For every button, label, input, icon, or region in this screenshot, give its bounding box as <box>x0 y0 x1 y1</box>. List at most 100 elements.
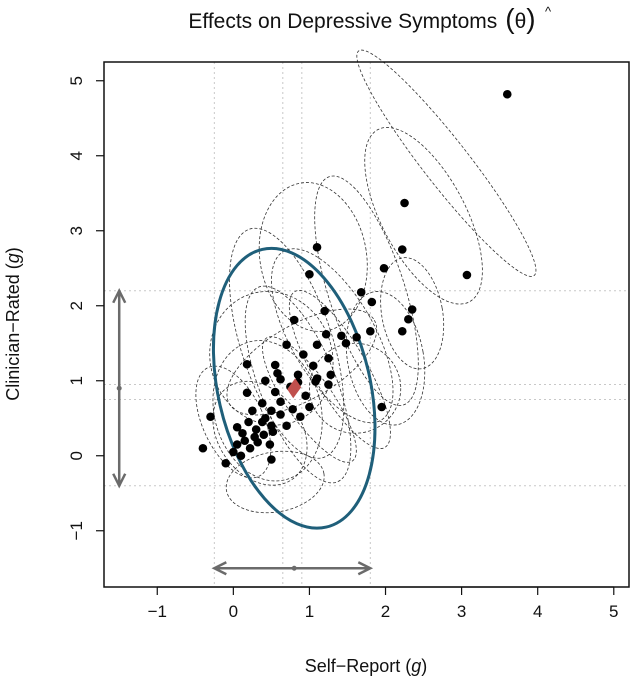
study-point-23 <box>308 361 318 371</box>
y-tick-label-4: 3 <box>67 226 86 235</box>
study-ellipse-3 <box>314 175 419 406</box>
study-point-53 <box>206 412 215 422</box>
self-report-arrow-left <box>211 561 227 576</box>
study-ellipse-1 <box>364 127 483 305</box>
self-report-arrow-right <box>357 561 374 576</box>
study-point-38 <box>305 402 314 412</box>
chart-title: Effects on Depressive Symptoms (θ) <box>188 3 535 34</box>
study-point-15 <box>352 332 361 342</box>
x-axis: −1 0 1 2 3 4 5 <box>148 586 619 621</box>
study-point-16 <box>337 331 346 341</box>
study-point-54 <box>240 436 250 446</box>
study-point-26 <box>326 370 336 380</box>
study-point-61 <box>267 455 276 464</box>
y-tick-label-6: 5 <box>67 76 86 85</box>
y-tick-label-1: 0 <box>67 451 86 460</box>
study-point-21 <box>299 350 308 359</box>
study-point-7 <box>407 305 417 314</box>
study-point-28 <box>293 370 303 380</box>
study-point-10 <box>367 297 377 307</box>
study-point-6 <box>462 270 472 280</box>
study-point-0 <box>502 89 512 99</box>
prediction-ellipse-group <box>211 246 377 530</box>
study-point-37 <box>257 398 267 408</box>
study-ellipse-6 <box>229 227 345 459</box>
study-point-25 <box>242 359 252 369</box>
study-point-3 <box>397 245 407 254</box>
pooled-estimate-group <box>287 378 302 399</box>
study-ellipse-8 <box>244 285 352 484</box>
study-point-18 <box>341 338 351 348</box>
y-axis-label: Clinician−Rated(g) <box>3 247 23 401</box>
study-point-12 <box>404 314 413 324</box>
clinician-arrow-bottom <box>112 473 127 489</box>
study-point-64 <box>377 402 387 412</box>
study-ellipse-16 <box>309 342 402 434</box>
study-point-49 <box>251 425 261 434</box>
theta-hat: ^ <box>545 4 552 19</box>
study-ellipse-13 <box>225 450 325 514</box>
study-point-45 <box>244 417 253 427</box>
study-point-48 <box>232 422 242 432</box>
study-point-67 <box>312 374 322 383</box>
x-tick-label-6: 5 <box>609 602 618 621</box>
study-ellipse-17 <box>226 308 378 416</box>
pooled-estimate <box>287 378 302 399</box>
study-ellipse-9 <box>212 340 323 482</box>
reference-lines <box>104 62 629 587</box>
study-point-58 <box>245 443 255 453</box>
y-axis: −1 0 1 2 3 4 5 <box>67 76 104 540</box>
study-point-51 <box>238 428 247 438</box>
clinician-arrow-top <box>112 287 127 304</box>
study-point-60 <box>229 447 238 457</box>
study-point-63 <box>236 451 246 461</box>
study-point-34 <box>242 388 252 398</box>
study-point-52 <box>259 430 269 440</box>
x-tick-label-1: 0 <box>229 602 238 621</box>
study-point-33 <box>270 387 280 397</box>
study-point-13 <box>397 326 407 336</box>
study-point-50 <box>268 427 278 437</box>
study-point-35 <box>301 391 310 401</box>
study-point-69 <box>250 432 259 442</box>
study-point-40 <box>267 406 276 416</box>
study-ellipse-4 <box>380 257 445 370</box>
study-point-9 <box>320 306 329 316</box>
theta-symbol: θ <box>515 10 527 33</box>
study-point-24 <box>270 360 280 370</box>
clinician-center <box>116 385 122 391</box>
study-point-43 <box>276 410 285 419</box>
study-point-14 <box>366 326 375 336</box>
data-points <box>198 89 512 468</box>
study-point-46 <box>282 421 291 431</box>
study-point-17 <box>321 329 331 339</box>
y-tick-label-0: −1 <box>67 521 86 540</box>
study-point-66 <box>273 368 282 378</box>
y-tick-label-3: 2 <box>67 301 86 310</box>
study-point-8 <box>356 287 366 297</box>
study-ellipse-15 <box>345 291 426 426</box>
study-point-42 <box>296 412 305 422</box>
y-tick-label-2: 1 <box>67 376 86 385</box>
y-tick-label-5: 4 <box>67 151 86 160</box>
study-point-19 <box>312 340 322 350</box>
interval-arrows <box>112 287 374 576</box>
study-point-68 <box>257 417 267 427</box>
study-point-41 <box>248 406 257 416</box>
study-point-31 <box>324 380 333 389</box>
study-point-57 <box>232 440 242 449</box>
study-point-2 <box>312 242 322 252</box>
study-point-59 <box>198 443 208 453</box>
study-point-20 <box>282 340 291 350</box>
x-tick-label-5: 4 <box>533 602 542 621</box>
study-point-11 <box>289 315 299 325</box>
study-point-30 <box>261 376 270 386</box>
x-tick-label-4: 3 <box>457 602 466 621</box>
study-point-36 <box>276 397 285 407</box>
plot-frame <box>103 61 630 588</box>
prediction-ellipse <box>211 246 377 530</box>
study-ellipse-0 <box>356 49 537 277</box>
study-point-22 <box>324 353 333 363</box>
x-axis-label: Self−Report (g) <box>305 656 428 676</box>
